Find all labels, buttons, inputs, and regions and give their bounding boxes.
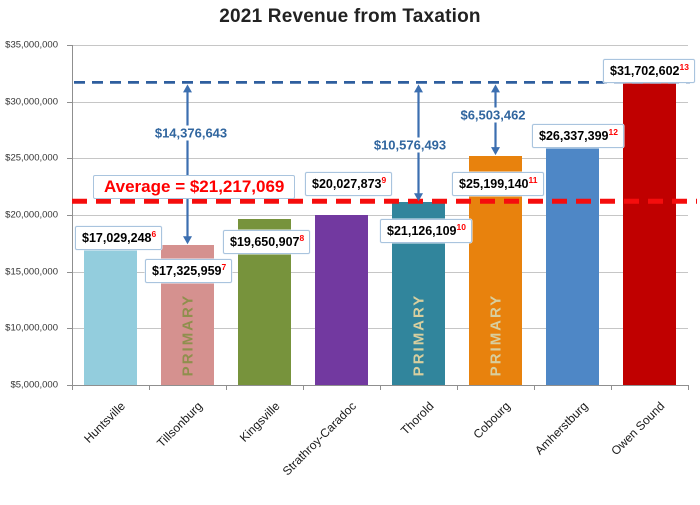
- value-text: $26,337,399: [539, 129, 609, 144]
- gridline: [72, 328, 688, 330]
- x-axis-label-strathroy-caradoc: Strathroy-Caradoc: [280, 399, 360, 479]
- x-axis-label-owen-sound: Owen Sound: [608, 399, 668, 458]
- y-axis-line: [72, 45, 73, 390]
- arrowhead-down-icon: [491, 147, 500, 156]
- value-callout-amherstburg: $26,337,39912: [532, 124, 624, 148]
- x-axis-tick: [303, 385, 304, 390]
- gridline: [72, 101, 688, 103]
- gridline: [72, 271, 688, 273]
- bar-strathroy-caradoc: [315, 214, 368, 385]
- gridline: [72, 215, 688, 216]
- value-callout-huntsville: $17,029,2486: [75, 226, 163, 250]
- x-axis-label-kingsville: Kingsville: [236, 399, 283, 445]
- bar-owen-sound: [623, 82, 676, 385]
- x-axis-tick: [688, 385, 689, 390]
- y-axis-label: $15,000,000: [5, 266, 58, 278]
- value-text: $21,126,109: [387, 224, 457, 239]
- primary-label-cobourg: PRIMARY: [487, 293, 504, 377]
- footnote-ref: 10: [456, 222, 466, 232]
- y-axis-tick: [67, 328, 72, 330]
- x-axis-label-cobourg: Cobourg: [470, 399, 514, 442]
- y-axis-label: $25,000,000: [5, 152, 58, 164]
- value-text: $20,027,873: [312, 177, 382, 192]
- value-text: $19,650,907: [230, 235, 300, 250]
- arrowhead-down-icon: [183, 236, 192, 245]
- value-text: $17,325,959: [152, 264, 222, 279]
- x-axis-tick: [149, 385, 150, 390]
- average-label: Average = $21,217,069: [93, 175, 296, 199]
- footnote-ref: 13: [679, 62, 689, 72]
- value-text: $17,029,248: [82, 231, 152, 246]
- x-axis-tick: [534, 385, 535, 390]
- value-callout-thorold: $21,126,10910: [380, 219, 472, 243]
- x-axis-tick: [611, 385, 612, 390]
- footnote-ref: 6: [151, 229, 157, 239]
- x-axis-label-amherstburg: Amherstburg: [531, 399, 591, 458]
- arrowhead-down-icon: [414, 193, 423, 202]
- difference-label: $6,503,462: [457, 107, 529, 123]
- y-axis-tick: [67, 215, 72, 216]
- arrowhead-up-icon: [414, 84, 423, 93]
- y-axis-label: $10,000,000: [5, 322, 58, 334]
- bar-amherstburg: [546, 143, 599, 385]
- y-axis-label: $35,000,000: [5, 39, 58, 51]
- value-callout-tillsonburg: $17,325,9597: [145, 259, 233, 283]
- value-callout-strathroy-caradoc: $20,027,8739: [305, 172, 393, 196]
- y-axis-tick: [67, 101, 72, 103]
- value-callout-kingsville: $19,650,9078: [223, 230, 311, 254]
- value-callout-owen-sound: $31,702,60213: [603, 59, 695, 83]
- x-axis-tick: [380, 385, 381, 390]
- x-axis-tick: [226, 385, 227, 390]
- arrowhead-up-icon: [491, 84, 500, 93]
- value-text: $25,199,140: [459, 177, 529, 192]
- primary-label-tillsonburg: PRIMARY: [179, 293, 196, 377]
- footnote-ref: 7: [221, 262, 227, 272]
- chart-title: 2021 Revenue from Taxation: [219, 6, 481, 27]
- footnote-ref: 11: [528, 175, 538, 185]
- footnote-ref: 8: [299, 233, 305, 243]
- x-axis-tick: [457, 385, 458, 390]
- difference-label: $10,576,493: [370, 137, 450, 153]
- y-axis-label: $20,000,000: [5, 209, 58, 221]
- y-axis-label: $5,000,000: [10, 379, 58, 391]
- x-axis-label-tillsonburg: Tillsonburg: [154, 399, 206, 451]
- y-axis-tick: [67, 45, 72, 46]
- footnote-ref: 12: [608, 127, 618, 137]
- y-axis-label: $30,000,000: [5, 96, 58, 108]
- arrowhead-up-icon: [183, 84, 192, 93]
- y-axis-tick: [67, 271, 72, 273]
- x-axis-label-huntsville: Huntsville: [81, 399, 129, 446]
- x-axis-tick: [72, 385, 73, 390]
- gridline: [72, 158, 688, 160]
- bar-huntsville: [84, 248, 137, 385]
- y-axis-tick: [67, 385, 72, 386]
- value-text: $31,702,602: [610, 64, 680, 79]
- difference-label: $14,376,643: [151, 125, 231, 141]
- primary-label-thorold: PRIMARY: [410, 293, 427, 377]
- value-callout-cobourg: $25,199,14011: [452, 172, 544, 196]
- x-axis-label-thorold: Thorold: [397, 399, 437, 438]
- footnote-ref: 9: [381, 175, 387, 185]
- y-axis-tick: [67, 158, 72, 160]
- gridline: [72, 45, 688, 46]
